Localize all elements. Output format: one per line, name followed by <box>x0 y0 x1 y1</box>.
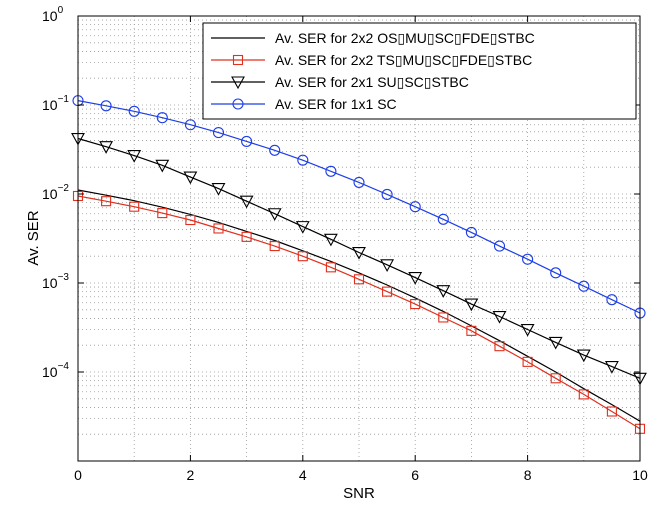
data-point <box>408 272 423 285</box>
y-tick-label: 10−3 <box>42 272 69 291</box>
data-point <box>297 154 309 166</box>
data-point <box>211 183 226 196</box>
legend-entry: Av. SER for 1x1 SC <box>211 96 397 112</box>
data-point <box>550 373 561 384</box>
data-point <box>325 165 337 177</box>
x-axis-label: SNR <box>343 485 375 502</box>
data-point <box>381 188 393 200</box>
legend-label: Av. SER for 2x1 SU▯SC▯STBC <box>275 74 469 90</box>
x-tick-label: 4 <box>299 467 307 483</box>
data-point <box>380 259 395 272</box>
data-point <box>269 241 280 252</box>
data-point <box>578 389 589 400</box>
data-point <box>212 127 225 139</box>
data-point <box>352 246 366 260</box>
x-tick-label: 0 <box>74 467 82 483</box>
data-point <box>100 100 112 112</box>
plot-frame <box>77 15 641 462</box>
series-4 <box>72 95 646 319</box>
data-point <box>522 253 534 265</box>
legend-label: Av. SER for 2x2 TS▯MU▯SC▯FDE▯STBC <box>275 52 532 68</box>
y-tick-label: 10−4 <box>42 361 69 380</box>
data-point <box>239 195 254 209</box>
data-point <box>323 233 338 247</box>
data-point <box>438 312 449 323</box>
x-tick-label: 8 <box>524 467 532 483</box>
data-point <box>382 286 393 297</box>
series-layer <box>71 95 647 434</box>
data-point <box>295 221 310 234</box>
series-line <box>77 137 641 379</box>
data-point <box>492 310 507 324</box>
y-tick-label: 100 <box>42 5 64 24</box>
data-point <box>437 213 449 225</box>
legend-label: Av. SER for 2x2 OS▯MU▯SC▯FDE▯STBC <box>275 30 535 46</box>
legend-box <box>202 22 637 120</box>
data-point <box>494 341 505 352</box>
legend-label: Av. SER for 1x1 SC <box>275 96 397 112</box>
data-point <box>436 285 451 298</box>
data-point <box>522 356 533 367</box>
data-point <box>353 176 365 188</box>
data-point <box>578 280 590 292</box>
legend-entry: Av. SER for 2x1 SU▯SC▯STBC <box>211 74 469 90</box>
data-point <box>409 201 421 213</box>
data-point <box>185 214 196 226</box>
data-point <box>241 231 252 242</box>
data-point <box>157 208 168 219</box>
data-point <box>128 105 140 117</box>
data-point <box>183 171 198 185</box>
x-tick-label: 6 <box>411 467 419 483</box>
data-point <box>99 141 114 154</box>
data-point <box>604 361 619 374</box>
data-point <box>267 208 282 221</box>
data-point <box>269 144 281 156</box>
data-point <box>353 274 365 285</box>
legend-marker <box>231 76 245 90</box>
data-point <box>410 299 421 310</box>
data-point <box>213 223 224 234</box>
data-point <box>576 349 591 363</box>
legend: Av. SER for 2x2 OS▯MU▯SC▯FDE▯STBC Av. SER… <box>202 22 637 120</box>
data-point <box>550 267 562 279</box>
data-point <box>548 336 563 350</box>
data-point <box>155 159 170 173</box>
y-tick-label: 10−2 <box>42 183 69 202</box>
x-tick-label: 10 <box>632 467 648 483</box>
data-point <box>156 112 168 124</box>
legend-marker <box>232 98 244 110</box>
series-line <box>77 195 641 430</box>
data-point <box>101 196 112 207</box>
series-line <box>77 189 641 422</box>
legend-entry: Av. SER for 2x2 OS▯MU▯SC▯FDE▯STBC <box>211 30 535 46</box>
data-point <box>127 150 142 163</box>
data-point <box>241 135 253 147</box>
y-tick-label: 10−1 <box>42 94 69 113</box>
data-point <box>606 406 617 417</box>
data-point <box>297 251 308 262</box>
data-point <box>465 226 477 238</box>
series-2 <box>72 190 646 434</box>
series-line <box>77 100 641 314</box>
data-point <box>184 119 196 131</box>
data-point <box>464 298 479 312</box>
data-point <box>606 294 618 306</box>
data-point <box>325 262 336 273</box>
y-axis-label: Av. SER <box>25 210 42 265</box>
legend-entry: Av. SER for 2x2 TS▯MU▯SC▯FDE▯STBC <box>211 52 532 68</box>
legend-marker <box>232 54 244 66</box>
x-tick-label: 2 <box>187 467 195 483</box>
ticks: 0 2 4 6 8 10 100 10−1 10−2 10−3 10−4 <box>42 5 648 483</box>
data-point <box>129 201 140 212</box>
series-1 <box>77 189 641 422</box>
data-point <box>520 323 535 337</box>
data-point <box>493 240 506 252</box>
data-point <box>466 325 477 336</box>
